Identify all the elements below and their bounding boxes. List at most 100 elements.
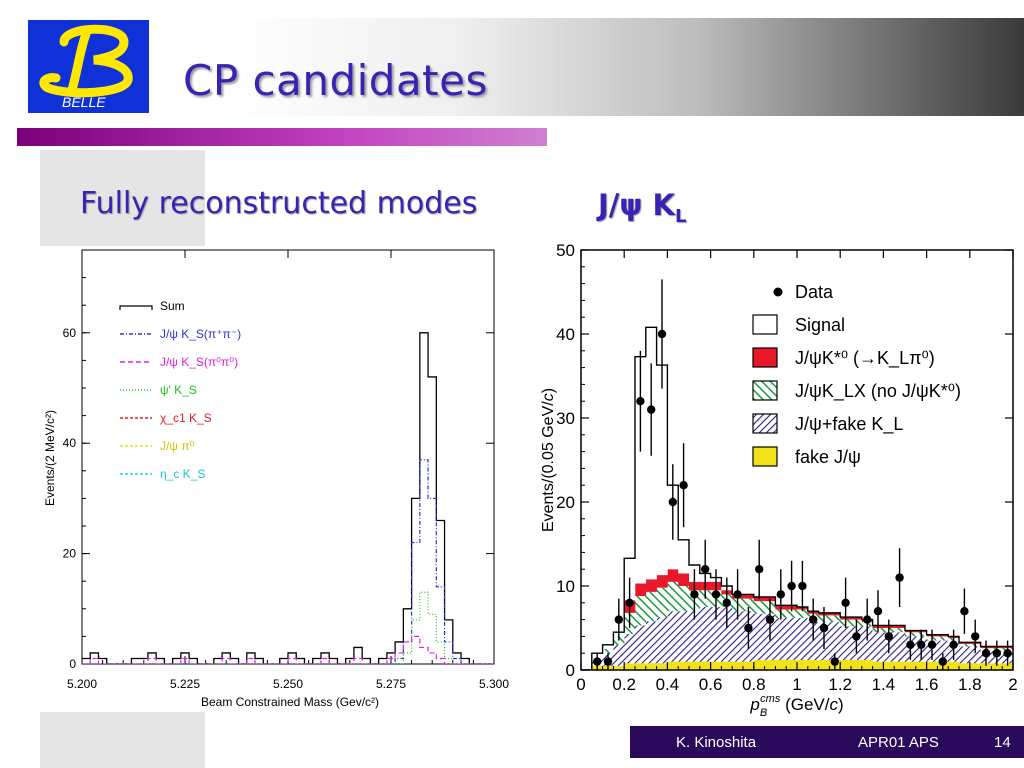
x-tick-label-left: 5.200 xyxy=(67,677,97,691)
data-point xyxy=(733,590,742,599)
bar-segment xyxy=(959,663,971,670)
bar-segment xyxy=(689,611,701,662)
legend-label-right: Signal xyxy=(795,315,845,335)
data-point xyxy=(690,590,699,599)
legend-label-left: χ_c1 K_S xyxy=(160,411,212,425)
x-axis-label-left: Beam Constrained Mass (Gev/c²) xyxy=(201,695,379,709)
legend-label-right: J/ψK_LX (no J/ψK*⁰) xyxy=(795,381,961,402)
legend-label-left: η_c K_S xyxy=(160,467,205,481)
bar-segment xyxy=(667,611,679,662)
bar-segment xyxy=(656,365,668,576)
data-point xyxy=(755,565,764,574)
data-point xyxy=(679,481,688,490)
data-point xyxy=(614,615,623,624)
legend-label-right: Data xyxy=(795,282,834,302)
x-tick-label-right: 0.8 xyxy=(742,675,766,694)
legend-swatch-left xyxy=(119,305,153,310)
data-point xyxy=(949,640,958,649)
bar-segment xyxy=(786,617,798,660)
data-point xyxy=(927,640,937,649)
bar-segment xyxy=(678,611,690,662)
bar-segment xyxy=(753,601,765,614)
legend-label-right: fake J/ψ xyxy=(795,447,861,467)
bar-segment xyxy=(894,661,906,670)
data-point xyxy=(960,607,969,616)
data-point xyxy=(711,590,721,599)
x-tick-label-right: 1.4 xyxy=(872,675,896,694)
bar-segment xyxy=(635,663,647,670)
legend-label-left: J/ψ K_S(π⁺π⁻) xyxy=(160,327,241,341)
bar-segment xyxy=(948,661,960,670)
bar-segment xyxy=(829,615,841,623)
bar-segment xyxy=(840,626,852,660)
logo-text: BELLE xyxy=(62,94,106,110)
data-point xyxy=(787,581,796,591)
data-point xyxy=(971,632,980,641)
subtitle-left: Fully reconstructed modes xyxy=(80,186,478,221)
footer-bar: K. Kinoshita APR01 APS 14 xyxy=(630,726,1024,758)
bar-segment xyxy=(797,617,809,660)
legend-swatch-data xyxy=(773,287,783,297)
x-tick-label-left: 5.225 xyxy=(170,677,200,691)
y-tick-label-left: 0 xyxy=(69,657,76,671)
data-point xyxy=(809,615,818,624)
x-tick-label-right: 0 xyxy=(576,675,585,694)
data-point xyxy=(906,640,915,649)
decor-block-bottom xyxy=(40,712,205,768)
bar-segment xyxy=(861,626,873,660)
bar-segment xyxy=(678,586,690,612)
legend-swatch-right xyxy=(752,314,778,335)
bar-segment xyxy=(851,659,863,670)
bar-segment xyxy=(667,661,679,670)
data-point xyxy=(938,657,947,666)
data-point xyxy=(722,598,731,607)
data-point xyxy=(647,405,656,414)
data-point xyxy=(798,581,807,591)
decor-block-top xyxy=(40,150,205,246)
data-point xyxy=(981,649,991,658)
footer-page: 14 xyxy=(994,734,1011,751)
bar-segment xyxy=(797,659,809,670)
bar-segment xyxy=(602,649,614,654)
x-tick-label-right: 1.2 xyxy=(828,675,852,694)
x-tick-label-right: 0.6 xyxy=(699,675,723,694)
data-point xyxy=(776,590,785,599)
data-point xyxy=(830,657,839,666)
data-point xyxy=(701,565,710,574)
y-tick-label-right: 10 xyxy=(556,577,575,596)
x-tick-label-right: 1.6 xyxy=(915,675,939,694)
bar-segment xyxy=(797,609,809,618)
y-tick-label-right: 20 xyxy=(556,493,575,512)
bar-segment xyxy=(775,617,787,660)
bar-segment xyxy=(980,663,992,670)
x-tick-label-right: 2 xyxy=(1008,675,1017,694)
title-bar xyxy=(0,18,1024,116)
data-point xyxy=(744,623,753,633)
bar-segment xyxy=(721,607,733,662)
x-tick-label-right: 0.4 xyxy=(656,675,680,694)
subtitle-right-sub: L xyxy=(674,205,687,227)
bar-segment xyxy=(1002,663,1013,670)
page-title: CP candidates xyxy=(183,56,488,105)
series-line-left xyxy=(82,635,494,664)
bar-segment xyxy=(656,617,668,664)
bar-segment xyxy=(624,633,636,664)
series-line-left xyxy=(82,332,494,664)
bar-segment xyxy=(905,661,917,670)
bar-segment xyxy=(872,632,884,662)
legend-label-left: J/ψ K_S(π⁰π⁰) xyxy=(160,355,238,369)
x-tick-label-right: 1.8 xyxy=(958,675,982,694)
bar-segment xyxy=(678,661,690,670)
bar-segment xyxy=(689,661,701,670)
legend-label-left: Sum xyxy=(160,299,185,313)
y-tick-label-left: 20 xyxy=(63,547,77,561)
bar-segment xyxy=(656,575,668,588)
bar-segment xyxy=(753,613,765,660)
data-point xyxy=(1003,649,1012,658)
bar-segment xyxy=(613,665,625,670)
legend-swatch-right xyxy=(752,380,778,401)
belle-logo-icon: BELLE xyxy=(39,24,133,110)
data-point xyxy=(863,615,872,624)
y-axis-label-right: Events/(0.05 GeV/c) xyxy=(540,388,557,532)
